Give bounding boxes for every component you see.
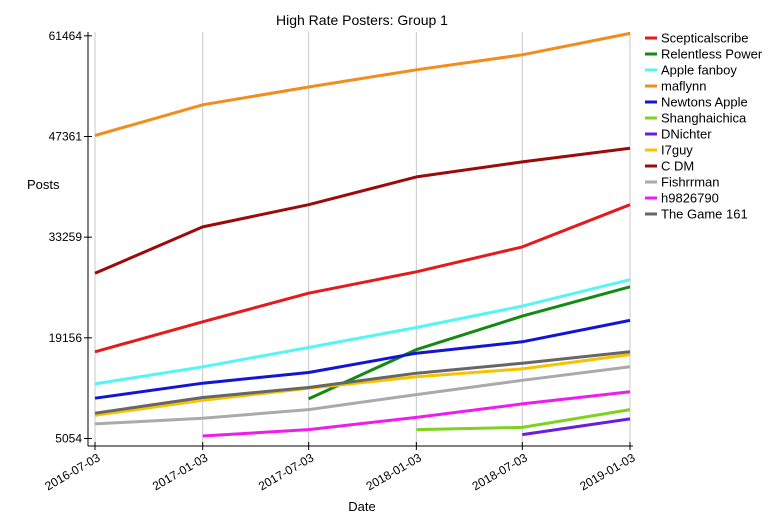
legend-label-fishrrman: Fishrrman <box>661 175 720 190</box>
legend-label-newtons-apple: Newtons Apple <box>661 95 748 110</box>
legend-label-maflynn: maflynn <box>661 79 707 94</box>
legend-label-c-dm: C DM <box>661 159 694 174</box>
legend-label-apple-fanboy: Apple fanboy <box>661 63 737 78</box>
series-line-shanghaichica <box>416 408 631 432</box>
legend-label-h9826790: h9826790 <box>661 191 719 206</box>
legend-label-scepticalscribe: Scepticalscribe <box>661 31 748 46</box>
chart-title: High Rate Posters: Group 1 <box>276 12 448 28</box>
x-tick-label: 2017-07-03 <box>256 450 316 493</box>
series-line-relentless-power <box>307 285 631 401</box>
legend-label-i7guy: I7guy <box>661 143 693 158</box>
x-tick-label: 2018-01-03 <box>364 450 424 493</box>
series-line-fishrrman <box>94 365 631 426</box>
x-tick-label: 2018-07-03 <box>470 450 530 493</box>
legend-label-relentless-power: Relentless Power <box>661 47 763 62</box>
legend-label-dnichter: DNichter <box>661 127 712 142</box>
x-tick-label: 2017-01-03 <box>150 450 210 493</box>
y-tick-label: 19156 <box>49 331 83 345</box>
x-axis-label: Date <box>348 499 375 514</box>
y-tick-label: 47361 <box>49 129 83 143</box>
series-line-scepticalscribe <box>94 203 631 354</box>
series-line-newtons-apple <box>94 318 631 400</box>
y-tick-label: 5054 <box>55 431 82 445</box>
series-line-dnichter <box>522 417 631 437</box>
legend-label-the-game-161: The Game 161 <box>661 207 748 222</box>
y-axis-label: Posts <box>27 177 60 192</box>
y-tick-label: 33259 <box>49 230 83 244</box>
series-line-c-dm <box>94 146 631 275</box>
series-line-maflynn <box>94 31 631 137</box>
y-tick-label: 61464 <box>49 29 83 43</box>
series-line-apple-fanboy <box>94 278 631 386</box>
grid <box>94 32 631 446</box>
x-tick-label: 2016-07-03 <box>42 450 102 493</box>
series-lines <box>94 31 631 438</box>
series-line-h9826790 <box>202 390 631 438</box>
series-line-the-game-161 <box>94 350 631 415</box>
x-tick-label: 2019-01-03 <box>577 450 637 493</box>
legend-label-shanghaichica: Shanghaichica <box>661 111 747 126</box>
series-line-i7guy <box>94 353 631 417</box>
